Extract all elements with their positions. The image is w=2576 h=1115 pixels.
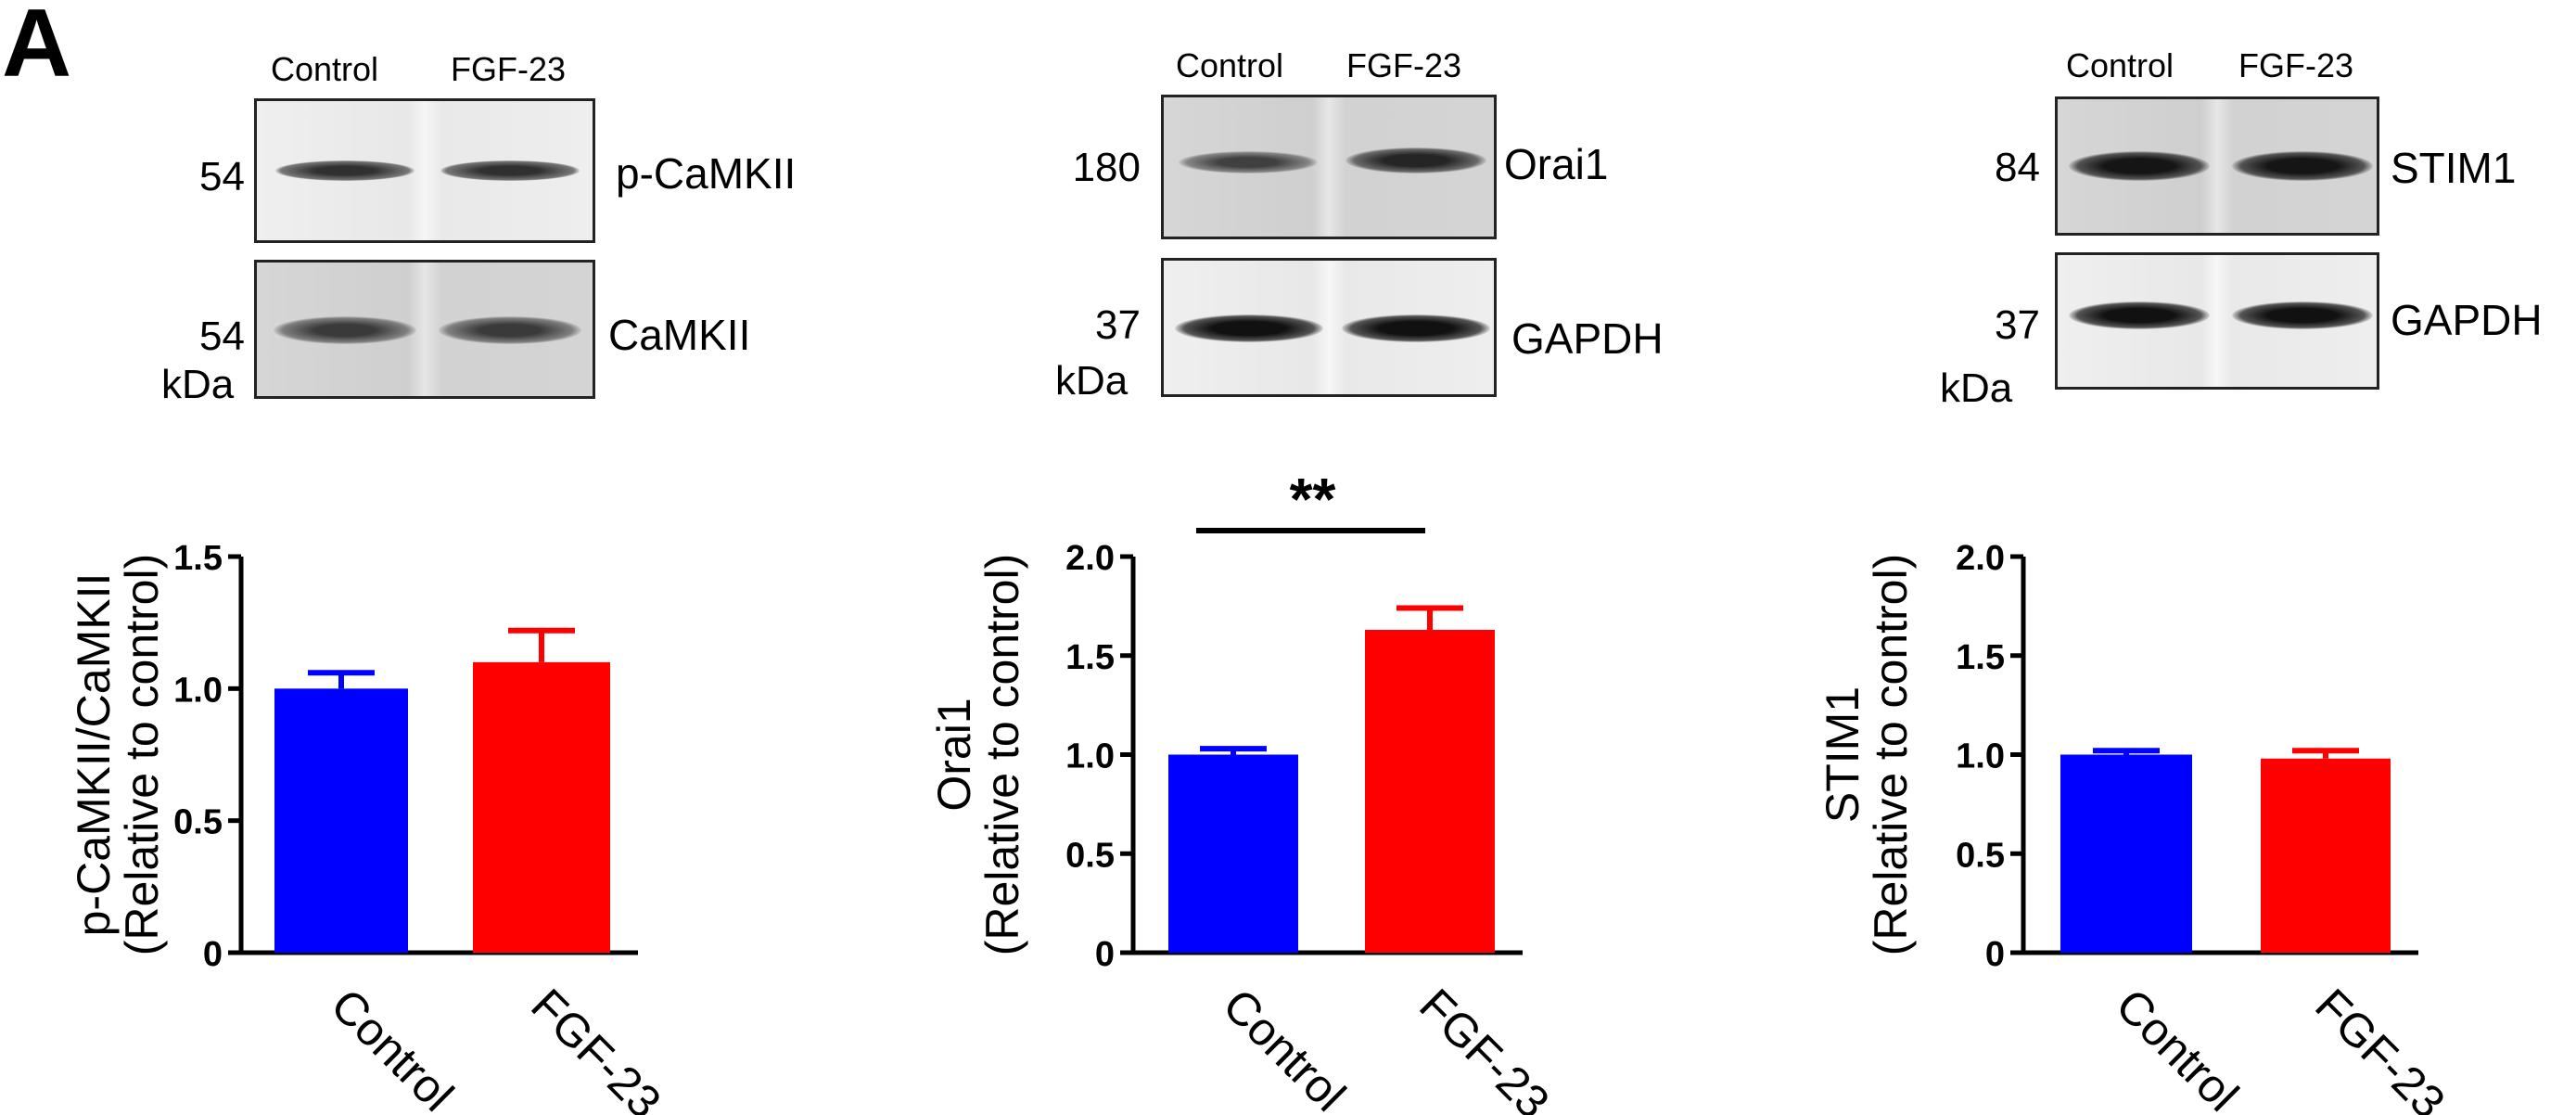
y-tick-label: 1.5 <box>1065 638 1115 677</box>
kda-unit: kDa <box>1940 365 2013 411</box>
bar-control <box>1168 754 1298 953</box>
protein-label-gapdh: GAPDH <box>1511 314 1664 363</box>
y-tick-label: 0 <box>1985 935 2005 974</box>
protein-label-orai1: Orai1 <box>1504 140 1609 188</box>
y-axis-label: (Relative to control) <box>976 554 1028 956</box>
y-tick-label: 1.0 <box>173 671 223 710</box>
protein-label-p-camkii: p-CaMKII <box>616 149 797 198</box>
blot-image-orai1 <box>1161 95 1497 239</box>
bar-control <box>2060 754 2192 953</box>
blot-image-stim1 <box>2055 96 2379 236</box>
lane-label-control: Control <box>1176 46 1284 84</box>
significance-label: ** <box>1290 466 1336 532</box>
x-tick-label: FGF-23 <box>521 979 670 1115</box>
y-axis-label: p-CaMKII/CaMKII <box>68 573 120 937</box>
lane-label-fgf23: FGF-23 <box>1346 46 1462 84</box>
x-tick-label: Control <box>2106 979 2249 1115</box>
mw-marker: 84 <box>1995 145 2040 190</box>
mw-marker: 54 <box>199 154 245 199</box>
y-tick-label: 0.5 <box>1956 836 2005 875</box>
mw-marker: 37 <box>1095 302 1141 348</box>
y-tick-label: 0.5 <box>173 803 223 842</box>
protein-label-camkii: CaMKII <box>608 311 751 359</box>
y-tick-label: 2.0 <box>1065 539 1115 578</box>
y-tick-label: 1.5 <box>173 539 223 578</box>
blot-image-gapdh <box>1161 258 1497 397</box>
blot-image-p-camkii <box>254 98 595 243</box>
blot-image-camkii <box>254 260 595 399</box>
mw-marker: 54 <box>199 314 245 359</box>
lane-label-control: Control <box>2066 46 2174 84</box>
y-axis-label: (Relative to control) <box>116 554 168 956</box>
y-axis-label: STIM1 <box>1817 686 1868 823</box>
y-tick-label: 1.5 <box>1956 638 2005 677</box>
lane-label-control: Control <box>271 50 379 88</box>
panel-label: A <box>2 0 72 97</box>
mw-marker: 180 <box>1072 145 1141 190</box>
blot-image-gapdh <box>2055 252 2379 390</box>
y-tick-label: 0 <box>1095 935 1115 974</box>
kda-unit: kDa <box>1055 358 1129 404</box>
protein-label-stim1: STIM1 <box>2391 144 2517 192</box>
y-tick-label: 1.0 <box>1956 737 2005 776</box>
x-tick-label: Control <box>1213 979 1356 1115</box>
bar-fgf23 <box>1365 629 1495 953</box>
y-tick-label: 0 <box>203 935 223 974</box>
mw-marker: 37 <box>1995 302 2040 348</box>
y-axis-label: (Relative to control) <box>1865 554 1917 956</box>
lane-label-fgf23: FGF-23 <box>451 50 567 88</box>
bar-fgf23 <box>2261 758 2391 953</box>
lane-label-fgf23: FGF-23 <box>2238 46 2354 84</box>
y-tick-label: 0.5 <box>1065 836 1115 875</box>
y-tick-label: 1.0 <box>1065 737 1115 776</box>
y-tick-label: 2.0 <box>1956 539 2005 578</box>
kda-unit: kDa <box>161 362 235 407</box>
protein-label-gapdh: GAPDH <box>2391 296 2543 344</box>
y-axis-label: Orai1 <box>928 698 980 811</box>
bar-fgf23 <box>473 661 610 953</box>
x-tick-label: Control <box>321 979 464 1115</box>
bar-control <box>274 688 408 953</box>
x-tick-label: FGF-23 <box>2305 979 2455 1115</box>
x-tick-label: FGF-23 <box>1409 979 1559 1115</box>
